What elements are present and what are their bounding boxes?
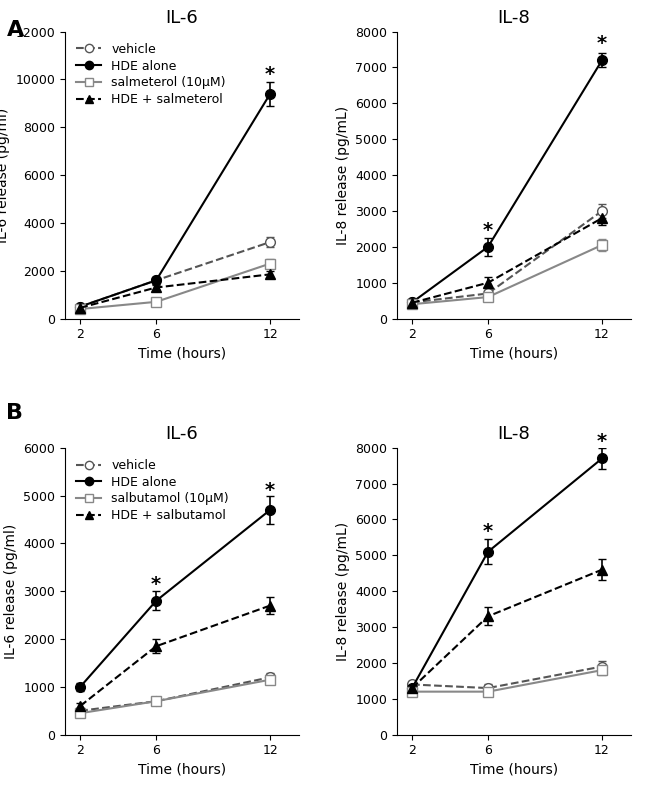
Title: IL-8: IL-8 bbox=[497, 9, 530, 28]
X-axis label: Time (hours): Time (hours) bbox=[469, 347, 558, 361]
Text: *: * bbox=[265, 481, 275, 500]
Title: IL-6: IL-6 bbox=[166, 9, 198, 28]
Legend: vehicle, HDE alone, salmeterol (10μM), HDE + salmeterol: vehicle, HDE alone, salmeterol (10μM), H… bbox=[72, 38, 231, 111]
X-axis label: Time (hours): Time (hours) bbox=[138, 763, 226, 777]
Text: B: B bbox=[6, 403, 23, 423]
Y-axis label: IL-8 release (pg/mL): IL-8 release (pg/mL) bbox=[335, 521, 350, 660]
Text: *: * bbox=[265, 66, 275, 85]
Y-axis label: IL-8 release (pg/mL): IL-8 release (pg/mL) bbox=[335, 106, 350, 245]
Text: *: * bbox=[151, 574, 161, 593]
Legend: vehicle, HDE alone, salbutamol (10μM), HDE + salbutamol: vehicle, HDE alone, salbutamol (10μM), H… bbox=[72, 454, 234, 527]
X-axis label: Time (hours): Time (hours) bbox=[138, 347, 226, 361]
Y-axis label: IL-6 release (pg/ml): IL-6 release (pg/ml) bbox=[4, 524, 18, 659]
Text: *: * bbox=[597, 34, 607, 53]
Text: A: A bbox=[6, 20, 24, 40]
X-axis label: Time (hours): Time (hours) bbox=[469, 763, 558, 777]
Title: IL-6: IL-6 bbox=[166, 425, 198, 443]
Y-axis label: IL-6 release (pg/ml): IL-6 release (pg/ml) bbox=[0, 107, 10, 243]
Text: *: * bbox=[483, 522, 493, 541]
Text: *: * bbox=[483, 220, 493, 239]
Text: *: * bbox=[597, 432, 607, 451]
Title: IL-8: IL-8 bbox=[497, 425, 530, 443]
